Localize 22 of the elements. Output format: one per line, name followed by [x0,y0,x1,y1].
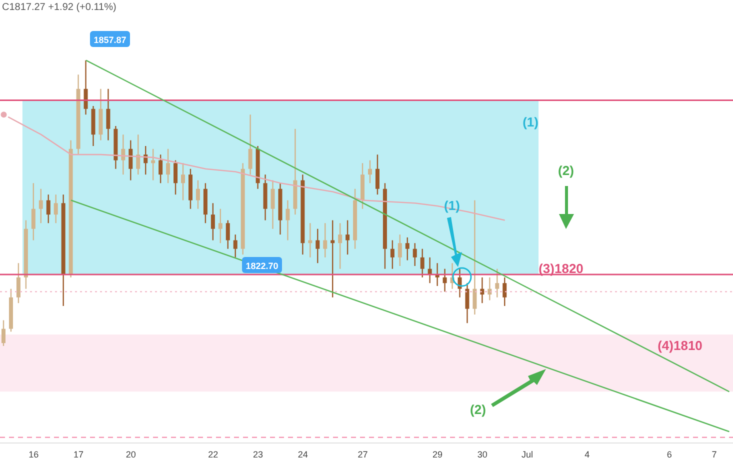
x-tick-label: 23 [253,449,264,460]
annotation: (2) [558,163,574,178]
annotation: 1822.70 [246,261,278,271]
chart-title: C1817.27 +1.92 (+0.11%) [2,2,116,13]
annotation: (1) [444,198,460,213]
x-tick-label: 22 [208,449,218,460]
x-tick-label: Jul [522,449,534,460]
x-tick-label: 16 [28,449,39,460]
text: (2) [470,402,486,417]
x-tick-label: 29 [432,449,443,460]
x-tick-label: 27 [358,449,368,460]
x-tick-label: 4 [584,449,590,460]
x-tick-label: 30 [477,449,488,460]
band-label: (1) [522,114,538,130]
x-tick-label: 20 [126,449,136,460]
annotation: (4)1810 [658,338,702,353]
x-tick-label: 7 [712,449,717,460]
text: 1857.87 [94,35,126,45]
annotation: (3)1820 [538,261,584,276]
x-tick-label: 17 [74,449,84,460]
x-tick-label: 24 [298,449,308,460]
x-tick-label: 6 [666,449,672,460]
